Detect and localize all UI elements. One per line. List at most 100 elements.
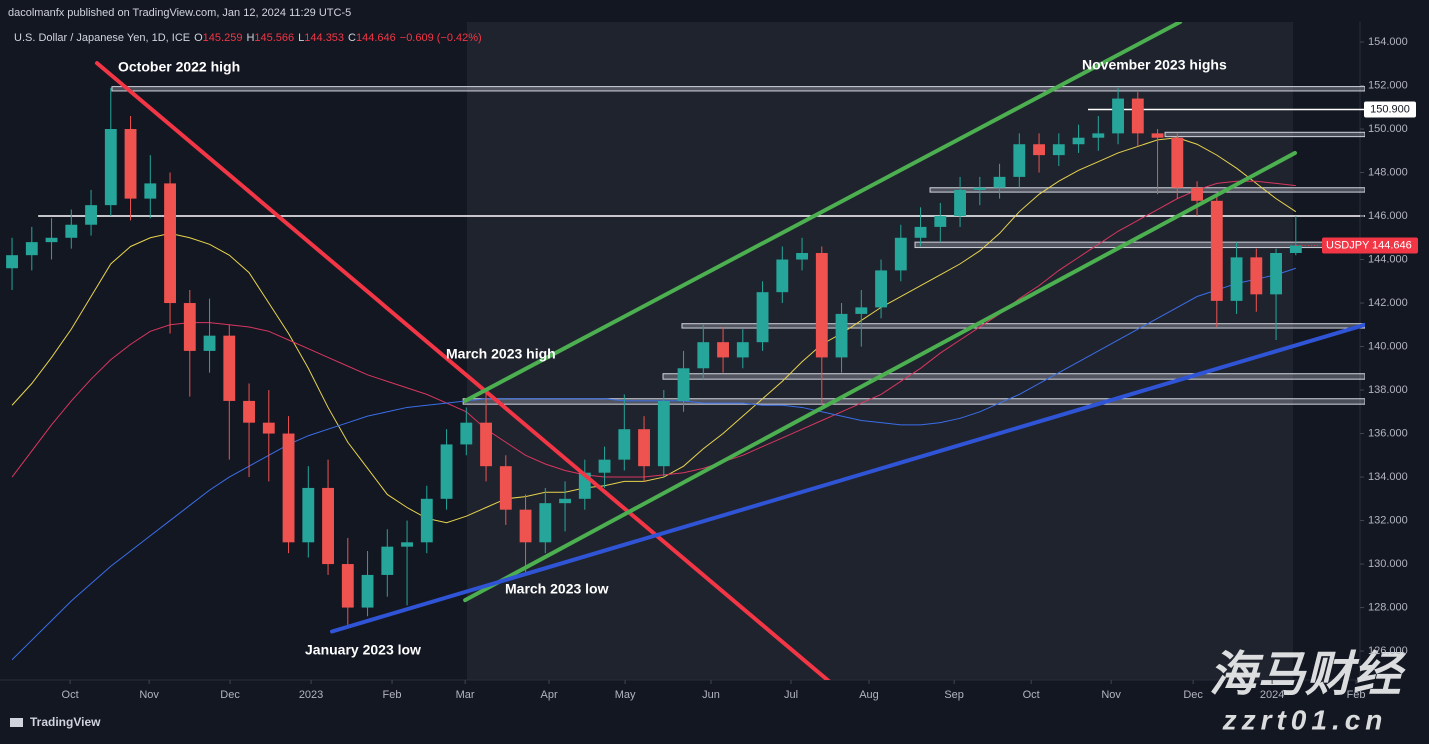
footer-bar (0, 705, 1429, 739)
logo-text: TradingView (30, 715, 101, 729)
candle-body (578, 472, 591, 499)
x-tick-label: Oct (1023, 689, 1040, 701)
candle-body (914, 226, 927, 238)
quote-value: 145.259 (203, 32, 243, 44)
y-tick-label: 148.000 (1368, 166, 1408, 178)
candle-body (45, 237, 58, 243)
candle-body (598, 459, 611, 473)
y-tick-label: 126.000 (1368, 645, 1408, 657)
candle-body (1289, 245, 1302, 254)
x-tick-label: Dec (1183, 689, 1203, 701)
x-tick-label: 2024 (1260, 689, 1284, 701)
candle-body (993, 176, 1006, 188)
candle-body (638, 429, 650, 467)
quote-key: O (194, 32, 203, 44)
last-price-box (1322, 237, 1418, 254)
y-tick-label: 134.000 (1368, 471, 1408, 483)
candle-body (460, 422, 473, 445)
candle-body (381, 546, 394, 575)
candle-body (618, 429, 631, 460)
candle-body (401, 542, 413, 547)
y-tick-label: 152.000 (1368, 79, 1408, 91)
candle-body (717, 342, 729, 358)
y-tick-label: 140.000 (1368, 340, 1408, 352)
x-tick-label: May (615, 689, 636, 701)
candle-body (243, 400, 255, 423)
date-range-highlight (467, 22, 1293, 680)
candle-body (1033, 144, 1045, 156)
level-zone (662, 373, 1365, 380)
x-tick-label: Feb (1347, 689, 1366, 701)
candle-body (6, 255, 18, 269)
candle-body (262, 422, 275, 434)
y-tick-label: 132.000 (1368, 514, 1408, 526)
x-tick-label: Dec (220, 689, 240, 701)
quote-key: C (348, 32, 356, 44)
annotation: March 2023 high (446, 346, 556, 362)
y-tick-label: 142.000 (1368, 297, 1408, 309)
level-label-box (1364, 101, 1416, 118)
candle-body (1072, 137, 1085, 145)
candle-body (677, 368, 690, 401)
x-tick-label: 2023 (299, 689, 323, 701)
trendline (463, 150, 1298, 603)
candle-body (1131, 98, 1144, 134)
candle-body (1151, 133, 1164, 138)
watermark-url: zzrt01.cn (1222, 704, 1388, 735)
moving-average (11, 137, 1297, 524)
candle-body (973, 187, 986, 190)
candle-body (539, 503, 552, 543)
annotation: March 2023 low (505, 581, 609, 597)
candle-body (934, 216, 947, 227)
candle-body (756, 292, 769, 343)
candle-body (302, 487, 315, 543)
candle-body (697, 342, 710, 369)
level-label: 150.900 (1370, 103, 1410, 115)
annotation: October 2022 high (118, 59, 240, 75)
candle-body (420, 498, 433, 543)
candle-body (519, 509, 532, 543)
x-tick-label: Aug (859, 689, 879, 701)
last-price-value: 144.646 (1372, 239, 1412, 251)
candle-body (855, 307, 868, 314)
symbol-quote: U.S. Dollar / Japanese Yen, 1D, ICE O145.… (14, 32, 482, 44)
quote-change: −0.609 (−0.42%) (400, 32, 482, 44)
quote-value: 145.566 (254, 32, 294, 44)
quote-key: L (298, 32, 304, 44)
candle-body (223, 335, 236, 401)
candle-body (164, 183, 176, 304)
trendline (330, 322, 1365, 634)
candle-body (1270, 253, 1282, 295)
candle-body (203, 335, 216, 351)
y-tick-label: 144.000 (1368, 253, 1408, 265)
candle-body (796, 253, 808, 260)
x-tick-label: Feb (383, 689, 402, 701)
candle-body (144, 183, 157, 199)
level-zone (914, 241, 1365, 249)
candle-body (25, 242, 38, 256)
candle-body (282, 433, 295, 543)
level-zone (929, 187, 1365, 193)
candle-body (1191, 187, 1203, 201)
candle-body (815, 253, 828, 358)
y-tick-label: 154.000 (1368, 36, 1408, 48)
candle-body (657, 400, 670, 467)
candle-body (104, 129, 117, 206)
candle-body (341, 564, 354, 608)
candle-body (1092, 133, 1105, 138)
y-tick-label: 130.000 (1368, 558, 1408, 570)
candle-body (1250, 257, 1263, 295)
candle-body (1210, 200, 1223, 301)
quote-key: H (246, 32, 254, 44)
y-tick-label: 128.000 (1368, 601, 1408, 613)
x-tick-label: Apr (540, 689, 557, 701)
y-tick-label: 136.000 (1368, 427, 1408, 439)
symbol: U.S. Dollar / Japanese Yen, 1D, ICE (14, 32, 190, 44)
moving-average (11, 267, 1296, 661)
watermark: 海马财经 (1209, 649, 1407, 702)
logo (10, 718, 23, 727)
trendline (463, 22, 1183, 403)
candle-body (894, 237, 907, 271)
